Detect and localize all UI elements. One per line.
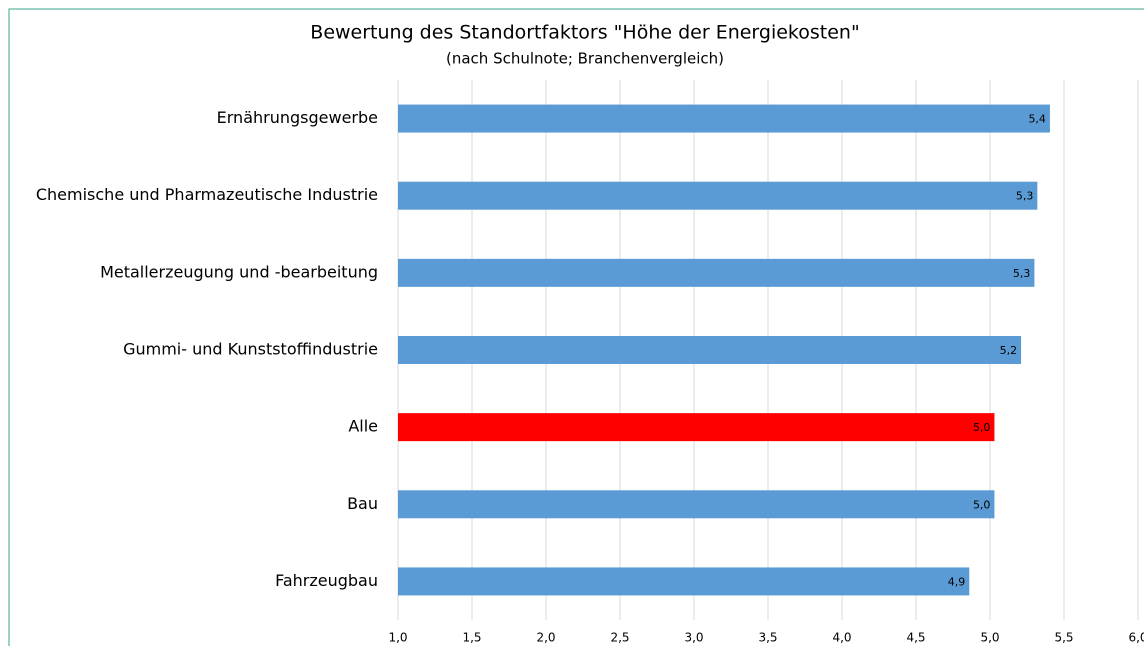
chart-title: Bewertung des Standortfaktors "Höhe der … [310,22,859,44]
bar [398,104,1050,133]
x-tick-label: 4,5 [906,631,925,645]
x-tick-label: 5,0 [980,631,999,645]
x-tick-label: 2,5 [610,631,629,645]
x-tick-label: 3,5 [758,631,777,645]
y-tick-label: Alle [348,417,378,436]
bar [398,490,995,519]
value-label: 5,4 [1028,113,1046,126]
value-label: 5,0 [973,498,991,511]
x-tick-label: 1,0 [388,631,407,645]
value-label: 4,9 [948,575,966,588]
x-tick-label: 4,0 [832,631,851,645]
bar [398,413,995,442]
bar [398,567,970,596]
y-tick-label: Metallerzeugung und -bearbeitung [100,262,378,281]
x-tick-label: 1,5 [462,631,481,645]
chart-subtitle: (nach Schulnote; Branchenvergleich) [446,50,724,68]
value-label: 5,0 [973,421,991,434]
y-tick-label: Bau [347,494,378,513]
value-label: 5,3 [1013,267,1031,280]
y-tick-label: Chemische und Pharmazeutische Industrie [36,185,378,204]
frame [8,8,1144,646]
x-tick-label: 5,5 [1054,631,1073,645]
y-tick-label: Gummi- und Kunststoffindustrie [123,340,378,359]
y-tick-label: Fahrzeugbau [275,571,378,590]
value-label: 5,2 [1000,344,1018,357]
value-label: 5,3 [1016,190,1034,203]
x-tick-label: 6,0 [1128,631,1144,645]
y-tick-label: Ernährungsgewerbe [217,108,378,127]
bar [398,181,1038,210]
bar [398,258,1035,287]
x-tick-label: 2,0 [536,631,555,645]
bar [398,336,1022,364]
x-tick-label: 3,0 [684,631,703,645]
